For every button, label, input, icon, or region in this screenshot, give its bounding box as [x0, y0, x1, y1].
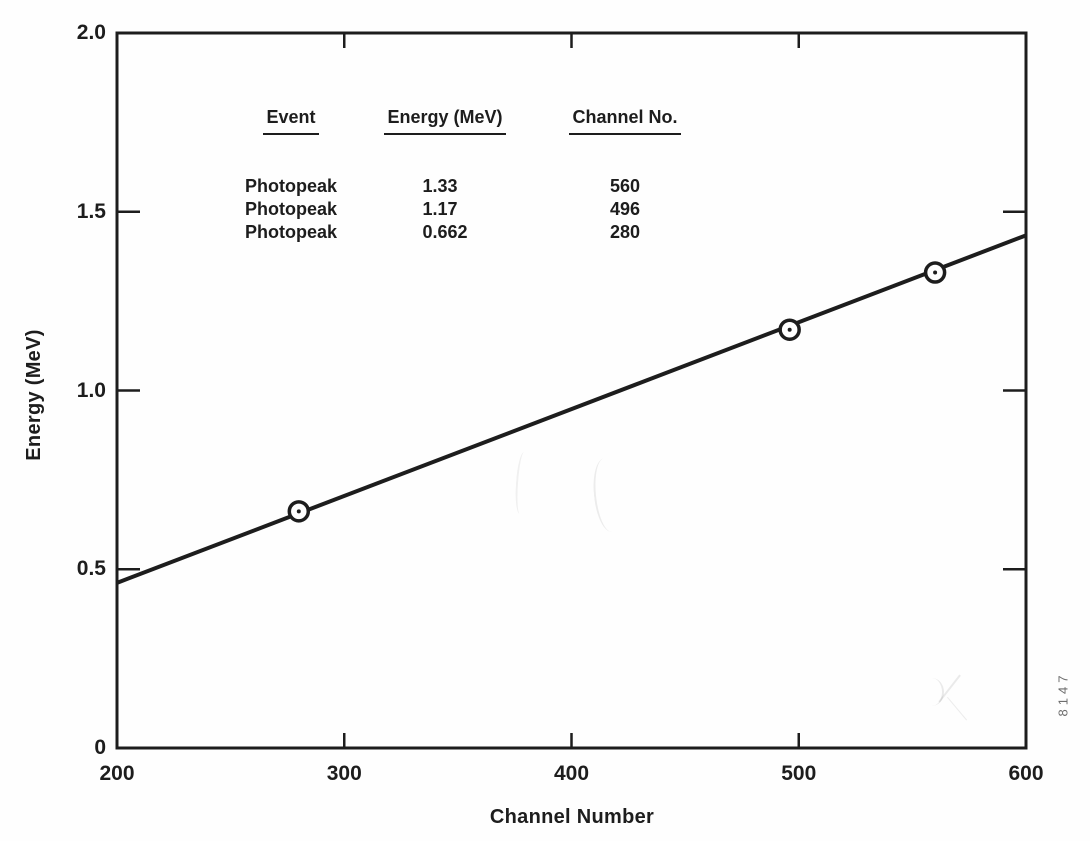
table-rows: Photopeak Photopeak Photopeak	[245, 175, 337, 244]
table-cell: Photopeak	[244, 176, 337, 196]
calibration-line	[116, 233, 1027, 585]
y-tick-label: 1.5	[76, 199, 106, 223]
data-point-center-dot	[787, 327, 792, 332]
table-cell: 280	[609, 222, 641, 242]
x-tick-label: 300	[326, 762, 362, 785]
table-cell: Photopeak	[244, 199, 337, 219]
table-cell: 0.662	[422, 222, 468, 242]
table-cell: Photopeak	[244, 222, 337, 242]
figure-number: 8147	[1055, 671, 1071, 717]
y-axis-title: Energy (MeV)	[23, 329, 45, 461]
x-axis-title: Channel Number	[489, 806, 655, 828]
x-tick-label: 600	[1008, 762, 1044, 785]
y-tick-label: 0	[94, 736, 106, 759]
table-rows: 560 496 280	[610, 175, 640, 244]
table-column: Channel No. 560 496 280	[555, 106, 695, 244]
table-column: Event Photopeak Photopeak Photopeak	[225, 106, 357, 244]
data-point-center-dot	[296, 509, 301, 514]
table-cell: 1.17	[422, 199, 458, 219]
table-rows: 1.33 1.17 0.662	[422, 175, 467, 244]
table-header: Event	[263, 106, 319, 135]
table-cell: 496	[609, 199, 641, 219]
data-point-center-dot	[933, 270, 938, 275]
table-cell: 560	[609, 176, 641, 196]
y-tick-label: 0.5	[76, 557, 106, 581]
table-header: Energy (MeV)	[384, 106, 506, 135]
x-tick-label: 200	[99, 762, 135, 785]
table-header: Channel No.	[569, 106, 681, 135]
plot-frame	[115, 31, 1028, 750]
table-cell: 1.33	[422, 176, 458, 196]
x-tick-label: 400	[553, 762, 590, 785]
y-tick-label: 2.0	[76, 21, 106, 44]
table-column: Energy (MeV) 1.33 1.17 0.662	[368, 106, 522, 244]
y-tick-label: 1.0	[76, 378, 106, 402]
x-tick-label: 500	[781, 762, 817, 785]
